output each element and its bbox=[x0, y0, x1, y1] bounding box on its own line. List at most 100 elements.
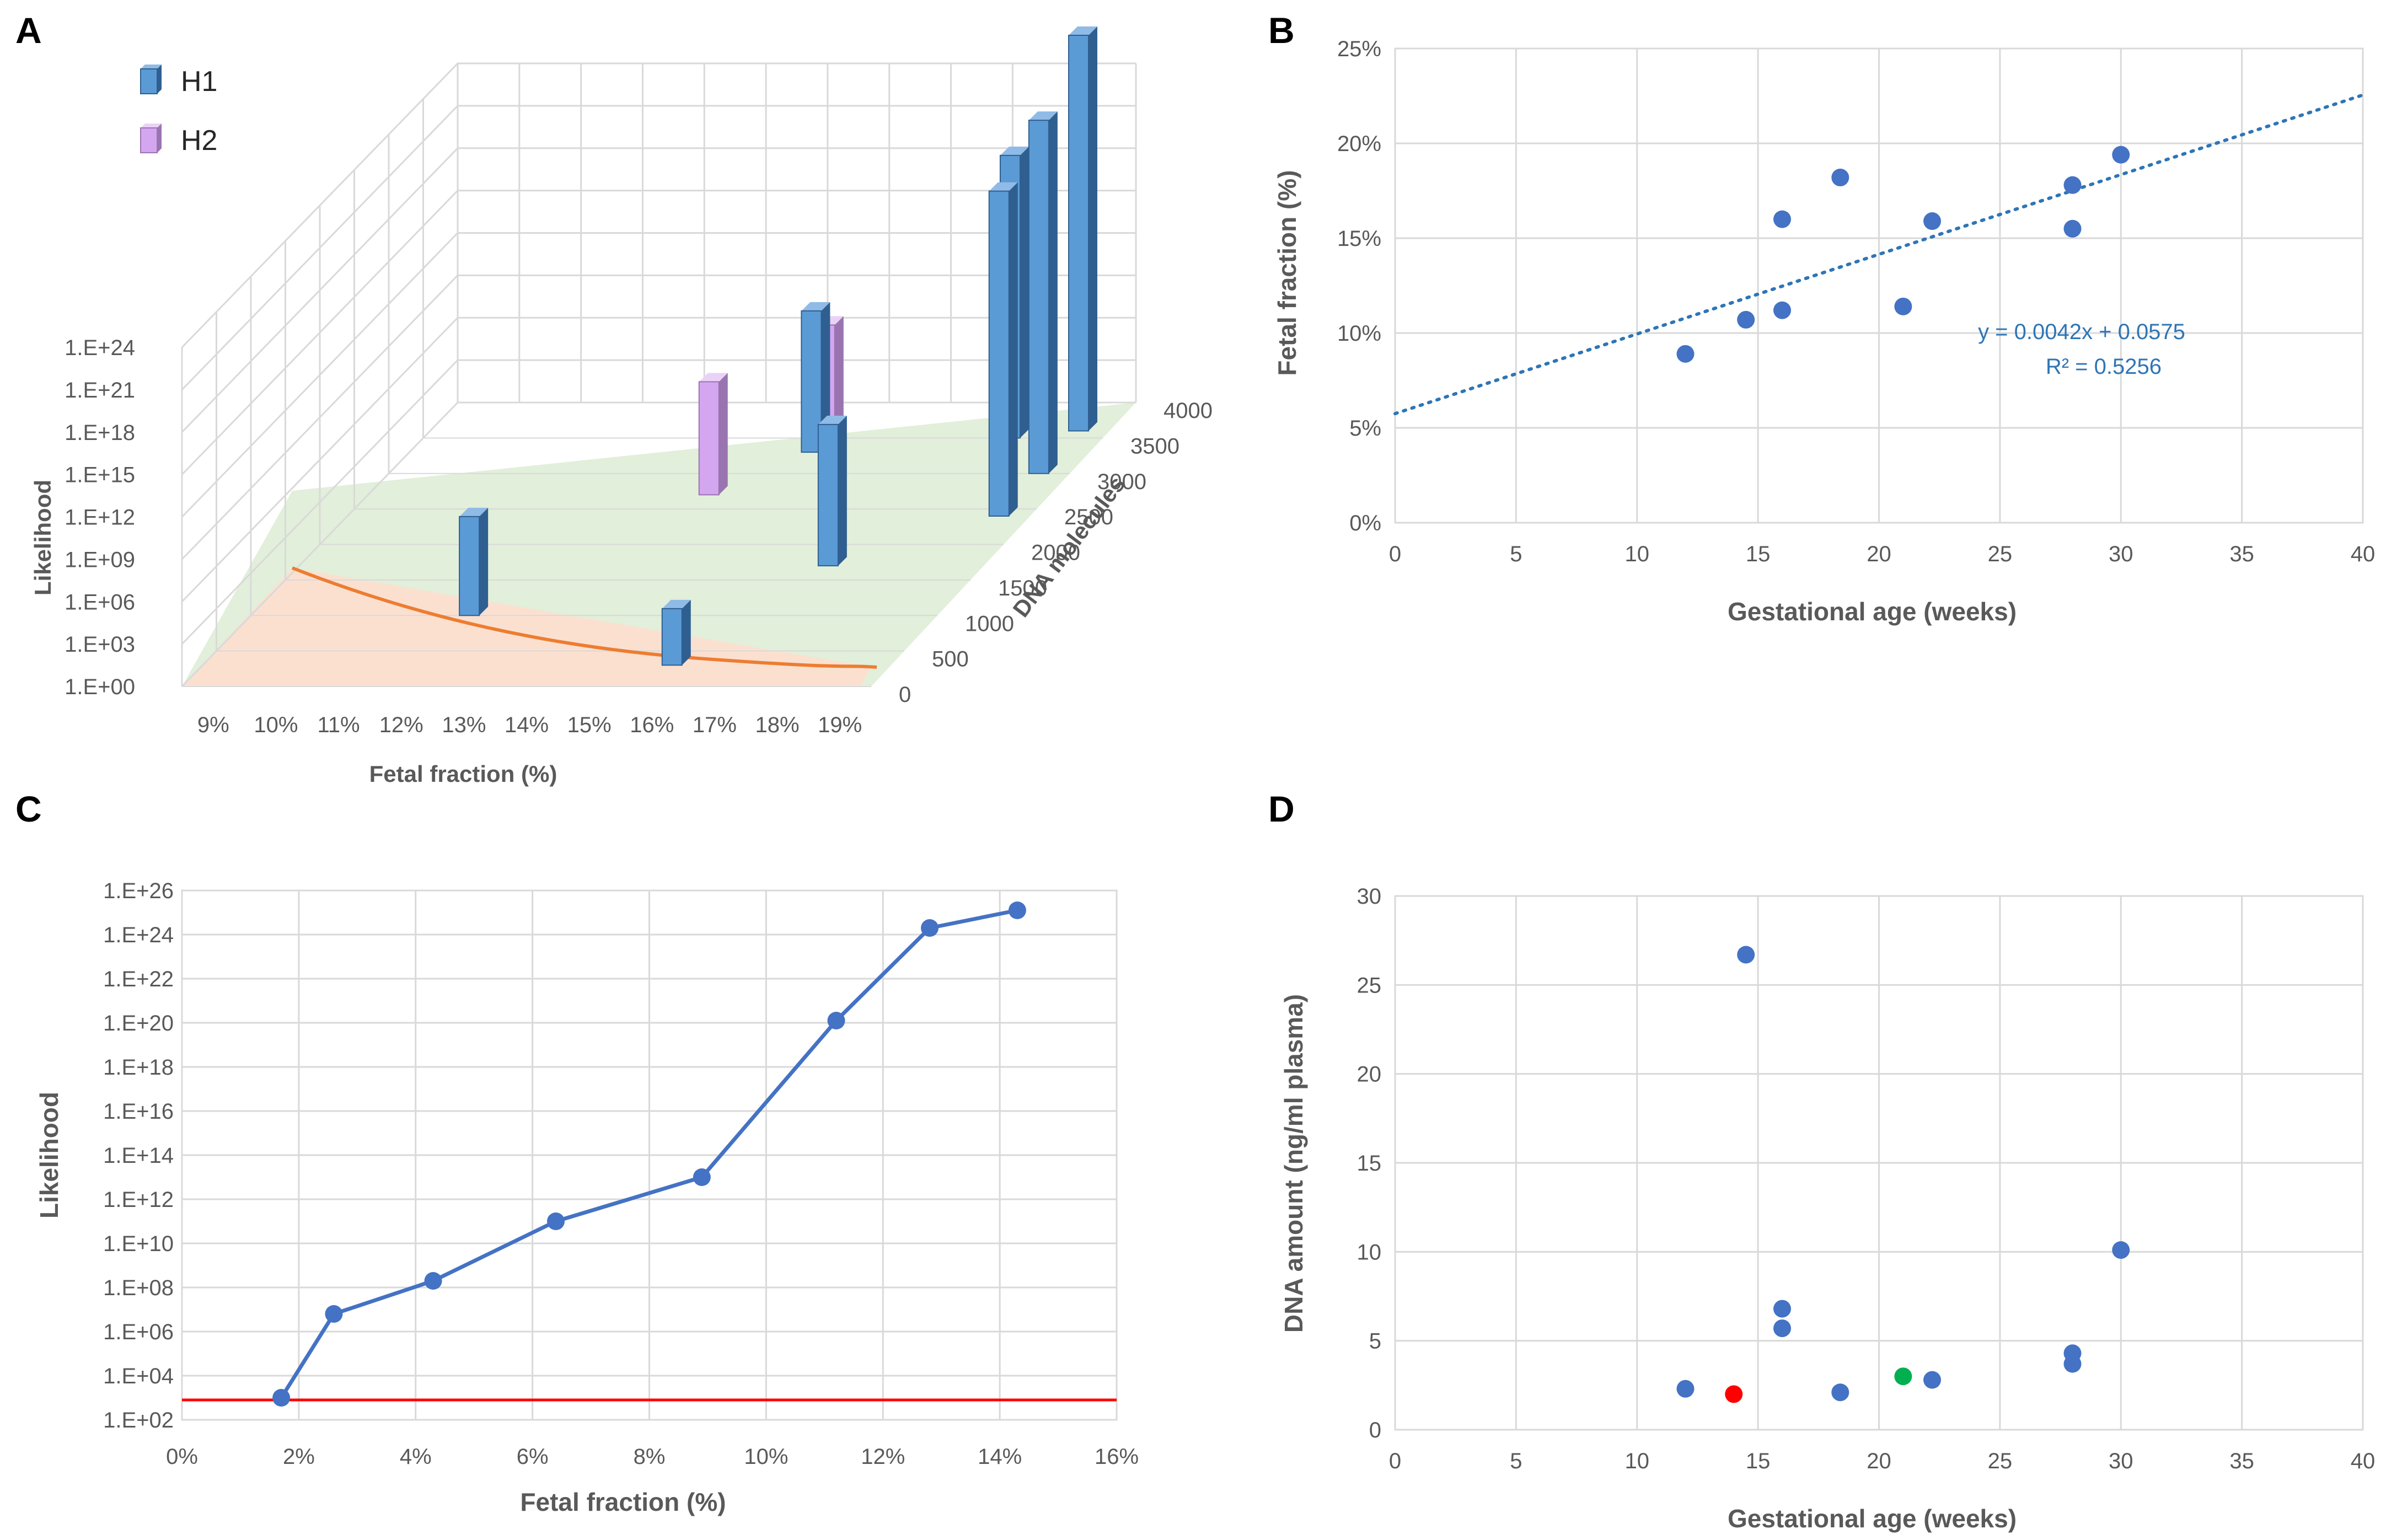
chart-a-bar-top bbox=[1069, 26, 1097, 35]
chart-b-point bbox=[1737, 310, 1755, 329]
chart-a-ytick-label: 2500 bbox=[1064, 505, 1113, 529]
chart-a-xtick-label: 15% bbox=[567, 713, 612, 737]
chart-a-bar-side bbox=[1009, 182, 1018, 516]
chart-d-point bbox=[1737, 946, 1755, 964]
panel-label-c: C bbox=[15, 788, 42, 829]
chart-c-point bbox=[424, 1272, 442, 1290]
chart-c-xtick-label: 8% bbox=[634, 1445, 666, 1469]
chart-a-bar-front bbox=[698, 381, 720, 496]
chart-a-bar-h1 bbox=[817, 415, 847, 567]
chart-a-ztick-label: 1.E+18 bbox=[65, 421, 135, 445]
chart-d: 0 5 10 15 20 25 30 35 40 0 5 10 15 20 25 30 Gestationa… bbox=[1279, 884, 2375, 1533]
chart-a-bar-top bbox=[699, 373, 728, 382]
legend-h2-icon bbox=[140, 124, 162, 153]
chart-d-xtick-label: 25 bbox=[1988, 1449, 2013, 1473]
chart-a-bar-front bbox=[1028, 120, 1049, 474]
chart-a-bar-front bbox=[817, 423, 839, 567]
chart-b-ytick-label: 5% bbox=[1349, 416, 1381, 441]
chart-a-bar-side bbox=[834, 316, 844, 438]
chart-d-ytick-label: 30 bbox=[1357, 884, 1382, 909]
chart-a-bar-top bbox=[989, 182, 1018, 191]
chart-a-curve bbox=[291, 566, 877, 669]
chart-d-point bbox=[2112, 1241, 2130, 1259]
chart-c-point bbox=[547, 1212, 565, 1230]
chart-a-xtick-label: 14% bbox=[505, 713, 549, 737]
chart-d-point bbox=[1923, 1371, 1942, 1389]
chart-a-ztick-label: 1.E+03 bbox=[65, 632, 135, 657]
chart-a-wall-hgrid bbox=[181, 147, 1136, 433]
chart-b-xlabel: Gestational age (weeks) bbox=[1728, 597, 2017, 626]
chart-a-xtick-label: 18% bbox=[755, 713, 800, 737]
chart-b-ytick-label: 20% bbox=[1337, 132, 1381, 156]
chart-a-bar-side bbox=[719, 373, 728, 495]
legend-h1-label: H1 bbox=[181, 66, 217, 98]
chart-a-bar-front bbox=[1068, 35, 1089, 432]
chart-a-xtick-label: 17% bbox=[693, 713, 737, 737]
chart-a-xtick-label: 19% bbox=[818, 713, 862, 737]
chart-d-xtick-label: 35 bbox=[2229, 1449, 2254, 1473]
chart-d-xlabel: Gestational age (weeks) bbox=[1728, 1504, 2017, 1533]
chart-a-xtick-label: 10% bbox=[254, 713, 298, 737]
chart-a-ytick-label: 3000 bbox=[1097, 470, 1146, 494]
chart-c-ytick-label: 1.E+14 bbox=[103, 1144, 174, 1168]
chart-b-equation: y = 0.0042x + 0.0575 bbox=[1978, 320, 2185, 344]
chart-c-series-line bbox=[280, 908, 1018, 1399]
chart-c-ytick-label: 1.E+04 bbox=[103, 1364, 174, 1388]
chart-c-xtick-label: 0% bbox=[166, 1445, 198, 1469]
chart-a-ztick-label: 1.E+06 bbox=[65, 590, 135, 614]
chart-a-bar-h1 bbox=[459, 507, 489, 616]
chart-c-point bbox=[325, 1305, 343, 1323]
chart-b-ytick-label: 10% bbox=[1337, 321, 1381, 346]
chart-c-ytick-label: 1.E+20 bbox=[103, 1011, 174, 1035]
chart-a-xtick-label: 11% bbox=[318, 713, 360, 737]
chart-a-wall-hgrid bbox=[181, 105, 1136, 390]
chart-b-point bbox=[1923, 212, 1942, 230]
chart-a-bar-side bbox=[479, 507, 489, 616]
chart-b-ytick-label: 0% bbox=[1349, 511, 1381, 535]
chart-d-ylabel: DNA amount (ng/ml plasma) bbox=[1279, 994, 1308, 1333]
chart-d-ytick-label: 25 bbox=[1357, 973, 1382, 997]
chart-d-xtick-label: 0 bbox=[1389, 1449, 1401, 1473]
chart-c-xlabel: Fetal fraction (%) bbox=[520, 1488, 726, 1516]
chart-a-wall-hgrid bbox=[181, 232, 1136, 518]
chart-a-bar-top bbox=[662, 599, 691, 609]
chart-b: 0 5 10 15 20 25 30 35 40 0% 5% 10% 15% 20% 25% y = 0.… bbox=[1273, 37, 2375, 626]
chart-d-point bbox=[1831, 1383, 1849, 1402]
chart-a-bar-h1 bbox=[801, 302, 830, 453]
chart-b-xtick-label: 35 bbox=[2229, 542, 2254, 566]
chart-a-bar-side bbox=[838, 415, 847, 566]
chart-a-ytick-label: 0 bbox=[899, 683, 911, 707]
chart-c-ytick-label: 1.E+02 bbox=[103, 1408, 174, 1432]
chart-c-point bbox=[921, 919, 939, 937]
panel-label-b: B bbox=[1268, 10, 1295, 51]
chart-b-point bbox=[2063, 176, 2082, 194]
chart-c-ytick-label: 1.E+12 bbox=[103, 1188, 174, 1212]
chart-b-ytick-label: 25% bbox=[1337, 37, 1381, 61]
chart-b-trendline bbox=[1393, 93, 2364, 416]
chart-d-ytick-label: 20 bbox=[1357, 1063, 1382, 1087]
chart-a-bar-front bbox=[459, 516, 480, 616]
chart-c-xtick-label: 4% bbox=[400, 1445, 432, 1469]
chart-b-ylabel: Fetal fraction (%) bbox=[1273, 170, 1301, 375]
chart-d-ytick-label: 10 bbox=[1357, 1240, 1382, 1264]
chart-a-bar-front bbox=[988, 190, 1010, 517]
chart-c-point bbox=[272, 1389, 291, 1407]
chart-b-xtick-label: 25 bbox=[1988, 542, 2013, 566]
chart-a-bar-h1 bbox=[661, 599, 691, 666]
legend-h1-icon bbox=[140, 65, 162, 94]
chart-b-point bbox=[1894, 297, 1912, 315]
chart-a-ztick-label: 1.E+12 bbox=[65, 506, 135, 530]
chart-d-point bbox=[1676, 1380, 1695, 1398]
chart-b-xtick-label: 30 bbox=[2109, 542, 2133, 566]
chart-a-bar-front bbox=[661, 608, 683, 666]
chart-a-bar-h2 bbox=[698, 373, 728, 496]
chart-a-bar-side bbox=[682, 599, 691, 666]
chart-d-xtick-label: 40 bbox=[2351, 1449, 2376, 1473]
chart-c-xtick-label: 2% bbox=[283, 1445, 315, 1469]
chart-a-ytick-label: 1000 bbox=[965, 611, 1014, 636]
chart-a-bar-top bbox=[459, 507, 489, 517]
chart-b-xtick-label: 40 bbox=[2351, 542, 2376, 566]
chart-d-ytick-label: 15 bbox=[1357, 1151, 1382, 1176]
chart-a-walls bbox=[181, 62, 1137, 688]
chart-d-ytick-label: 0 bbox=[1369, 1418, 1381, 1442]
